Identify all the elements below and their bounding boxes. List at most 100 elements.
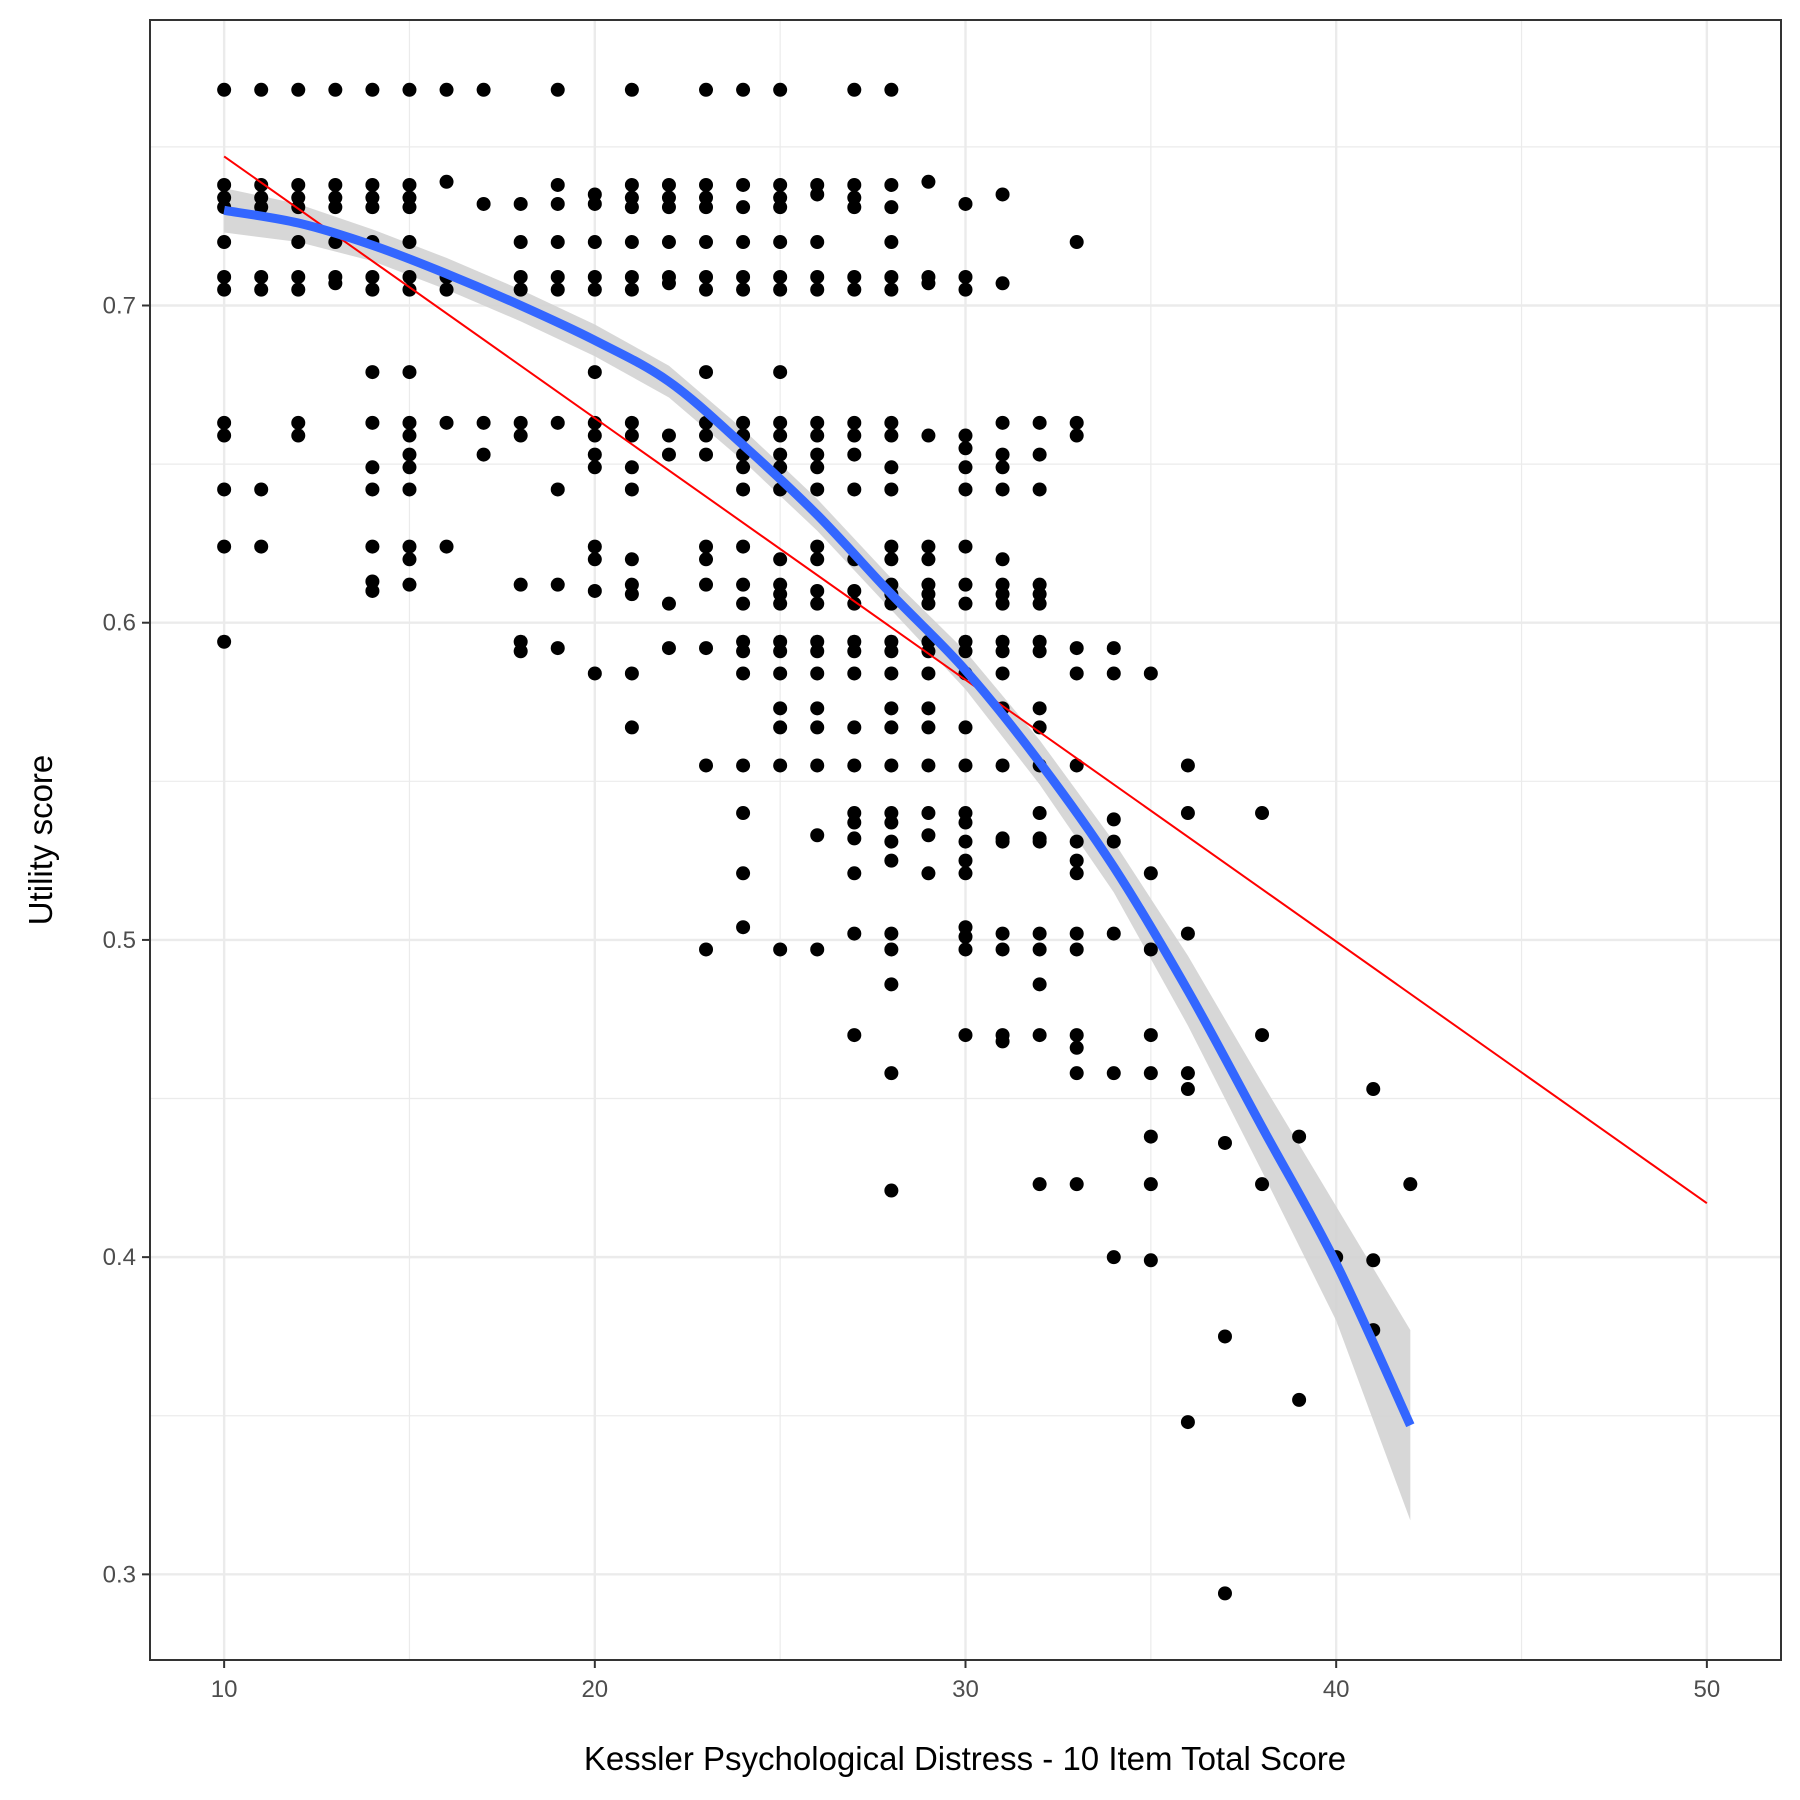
data-point bbox=[291, 269, 306, 284]
data-point bbox=[736, 920, 751, 935]
data-point bbox=[402, 365, 417, 380]
data-point bbox=[550, 82, 565, 97]
data-point bbox=[810, 482, 825, 497]
data-point bbox=[402, 577, 417, 592]
data-point bbox=[365, 177, 380, 192]
data-point bbox=[958, 441, 973, 456]
data-point bbox=[921, 276, 936, 291]
data-point bbox=[884, 701, 899, 716]
linear-fit-line bbox=[223, 155, 1708, 1205]
data-point bbox=[773, 644, 788, 659]
data-point bbox=[587, 552, 602, 567]
data-point bbox=[773, 177, 788, 192]
grid bbox=[150, 20, 1781, 1660]
data-point bbox=[847, 482, 862, 497]
data-point bbox=[1143, 1028, 1158, 1043]
data-point bbox=[513, 269, 528, 284]
data-point bbox=[1106, 1066, 1121, 1081]
data-point bbox=[624, 460, 639, 475]
y-tick-label: 0.3 bbox=[103, 1561, 136, 1588]
data-point bbox=[1106, 926, 1121, 941]
data-point bbox=[921, 701, 936, 716]
data-point bbox=[884, 482, 899, 497]
data-point bbox=[1069, 428, 1084, 443]
data-point bbox=[699, 365, 714, 380]
data-point bbox=[699, 200, 714, 215]
data-point bbox=[884, 539, 899, 554]
data-point bbox=[254, 539, 269, 554]
data-point bbox=[884, 853, 899, 868]
data-point bbox=[847, 666, 862, 681]
data-point bbox=[624, 269, 639, 284]
data-point bbox=[1366, 1253, 1381, 1268]
data-point bbox=[995, 415, 1010, 430]
data-point bbox=[513, 428, 528, 443]
data-point bbox=[1032, 482, 1047, 497]
data-point bbox=[921, 596, 936, 611]
points-layer bbox=[217, 82, 1418, 1601]
data-point bbox=[217, 482, 232, 497]
data-point bbox=[550, 415, 565, 430]
data-point bbox=[624, 415, 639, 430]
data-point bbox=[328, 276, 343, 291]
data-point bbox=[513, 644, 528, 659]
data-point bbox=[365, 482, 380, 497]
data-point bbox=[513, 415, 528, 430]
data-point bbox=[1106, 812, 1121, 827]
data-point bbox=[810, 701, 825, 716]
data-point bbox=[773, 235, 788, 250]
data-point bbox=[1255, 1028, 1270, 1043]
data-point bbox=[254, 482, 269, 497]
data-point bbox=[661, 200, 676, 215]
data-point bbox=[921, 828, 936, 843]
data-point bbox=[736, 577, 751, 592]
data-point bbox=[1069, 866, 1084, 881]
data-point bbox=[847, 415, 862, 430]
data-point bbox=[1143, 942, 1158, 957]
data-point bbox=[699, 235, 714, 250]
data-point bbox=[810, 644, 825, 659]
data-point bbox=[1032, 834, 1047, 849]
data-point bbox=[773, 365, 788, 380]
data-point bbox=[810, 720, 825, 735]
data-point bbox=[328, 82, 343, 97]
data-point bbox=[402, 447, 417, 462]
data-point bbox=[773, 269, 788, 284]
data-point bbox=[476, 415, 491, 430]
data-point bbox=[958, 577, 973, 592]
data-point bbox=[402, 552, 417, 567]
data-point bbox=[550, 269, 565, 284]
data-point bbox=[884, 552, 899, 567]
data-point bbox=[699, 758, 714, 773]
data-point bbox=[1292, 1392, 1307, 1407]
data-point bbox=[513, 282, 528, 297]
data-point bbox=[847, 447, 862, 462]
data-point bbox=[365, 365, 380, 380]
data-point bbox=[847, 926, 862, 941]
data-point bbox=[773, 758, 788, 773]
data-point bbox=[217, 235, 232, 250]
data-point bbox=[736, 200, 751, 215]
data-point bbox=[884, 177, 899, 192]
data-point bbox=[291, 235, 306, 250]
data-point bbox=[810, 415, 825, 430]
data-point bbox=[402, 235, 417, 250]
data-point bbox=[550, 235, 565, 250]
data-point bbox=[847, 282, 862, 297]
data-point bbox=[847, 644, 862, 659]
y-tick-label: 0.7 bbox=[103, 292, 136, 319]
data-point bbox=[921, 720, 936, 735]
x-tick-label: 30 bbox=[952, 1676, 979, 1703]
data-point bbox=[847, 831, 862, 846]
data-point bbox=[884, 666, 899, 681]
data-point bbox=[661, 428, 676, 443]
data-point bbox=[1106, 641, 1121, 656]
data-point bbox=[439, 174, 454, 189]
data-point bbox=[476, 447, 491, 462]
data-point bbox=[1180, 806, 1195, 821]
data-point bbox=[550, 196, 565, 211]
data-point bbox=[1106, 1250, 1121, 1265]
data-point bbox=[847, 177, 862, 192]
data-point bbox=[1255, 1177, 1270, 1192]
